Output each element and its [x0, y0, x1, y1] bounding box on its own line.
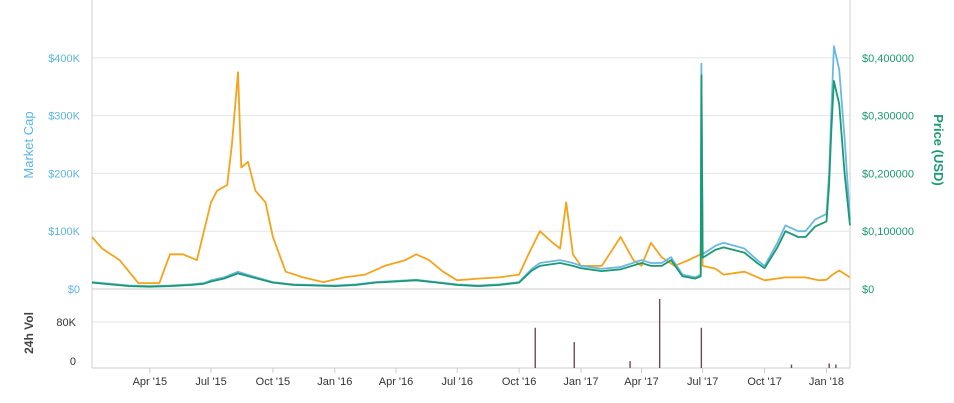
x-tick-label: Apr '16 [379, 376, 414, 388]
left-tick-label: $100K [48, 226, 80, 238]
right-tick-label: $0 [862, 284, 874, 296]
price-line [91, 74, 851, 288]
x-tick-label: Jul '17 [687, 376, 718, 388]
x-tick-label: Jan '17 [563, 376, 598, 388]
grid-lines [91, 0, 851, 369]
x-tick-label: Jul '15 [195, 376, 226, 388]
volume-bars [534, 299, 837, 368]
x-tick-label: Oct '15 [256, 376, 291, 388]
price-btc-line [91, 71, 851, 285]
right-tick-label: $0,400000 [862, 53, 914, 65]
left-tick-label: $200K [48, 168, 80, 180]
right-tick-label: $0,100000 [862, 226, 914, 238]
right-tick-label: $0,300000 [862, 111, 914, 123]
x-tick-label: Apr '17 [624, 376, 659, 388]
x-tick-label: Jan '16 [317, 376, 352, 388]
x-tick-label: Oct '16 [502, 376, 537, 388]
volume-bar [658, 299, 661, 368]
right-axis-ticks: $0,400000 $0,300000 $0,200000 $0,100000 $0 [862, 53, 914, 296]
series-lines [91, 45, 851, 288]
volume-bar [828, 363, 830, 368]
x-tick-label: Jul '16 [441, 376, 472, 388]
x-axis-ticks: Apr '15 Jul '15 Oct '15 Jan '16 Apr '16 Jul '… [133, 368, 844, 388]
volume-tick-label: 80K [56, 317, 76, 329]
volume-bar [700, 327, 703, 368]
market-cap-line [91, 45, 851, 288]
left-tick-label: $400K [48, 53, 80, 65]
right-axis-title: Price (USD) [931, 114, 946, 186]
x-tick-label: Apr '15 [133, 376, 168, 388]
volume-axis-ticks: 80K 0 [56, 317, 76, 368]
x-tick-label: Oct '17 [747, 376, 782, 388]
left-tick-label: $0 [68, 284, 80, 296]
volume-bar [573, 342, 575, 368]
left-axis-ticks: $400K $300K $200K $100K $0 [48, 53, 80, 296]
left-tick-label: $300K [48, 111, 80, 123]
volume-axis-title: 24h Vol [22, 312, 36, 354]
volume-bar [534, 327, 536, 368]
x-tick-label: Jan '18 [809, 376, 844, 388]
left-axis-title: Market Cap [21, 111, 36, 178]
volume-bar [790, 364, 793, 368]
right-tick-label: $0,200000 [862, 168, 914, 180]
volume-bar [835, 364, 837, 368]
volume-bar [629, 361, 631, 368]
volume-tick-label: 0 [70, 356, 76, 368]
